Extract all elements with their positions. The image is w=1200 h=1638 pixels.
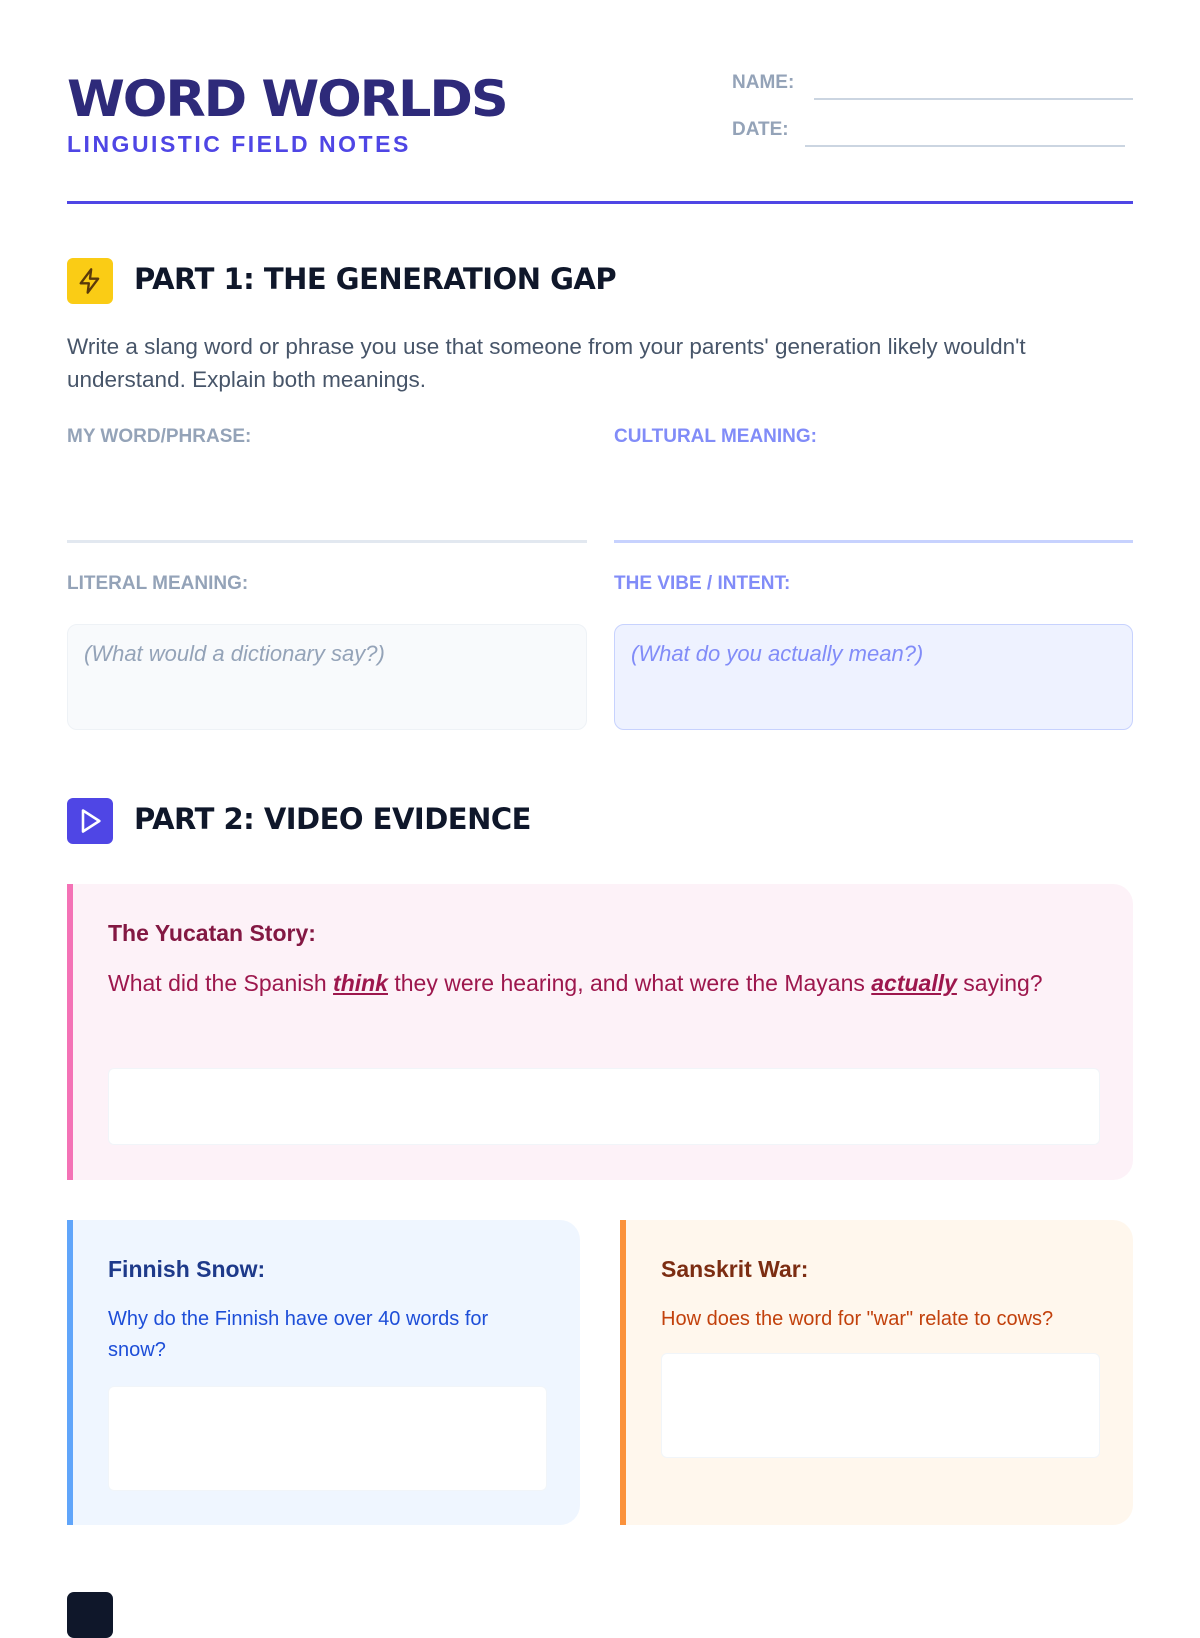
lightning-icon — [67, 258, 113, 304]
emphasis-think: think — [333, 970, 388, 996]
question-text: saying? — [956, 970, 1043, 996]
sanskrit-card: Sanskrit War: How does the word for "war… — [620, 1220, 1133, 1525]
part1-heading: PART 1: THE GENERATION GAP — [134, 262, 617, 296]
yucatan-question: What did the Spanish think they were hea… — [108, 964, 1048, 1003]
finnish-title: Finnish Snow: — [108, 1256, 266, 1282]
sanskrit-answer-input[interactable] — [661, 1353, 1100, 1458]
name-field[interactable] — [814, 98, 1133, 100]
vibe-placeholder: (What do you actually mean?) — [631, 641, 924, 666]
finnish-question: Why do the Finnish have over 40 words fo… — [108, 1308, 489, 1361]
cultural-input[interactable] — [614, 540, 1133, 543]
page-title: WORD WORLDS — [67, 70, 509, 128]
page-subtitle: LINGUISTIC FIELD NOTES — [67, 131, 411, 157]
vibe-input[interactable]: (What do you actually mean?) — [614, 624, 1133, 730]
emphasis-actually: actually — [871, 970, 957, 996]
cultural-label: CULTURAL MEANING: — [614, 426, 817, 447]
part2-heading: PART 2: VIDEO EVIDENCE — [134, 802, 531, 836]
word-input[interactable] — [67, 540, 587, 543]
question-text: What did the Spanish — [108, 970, 334, 996]
name-label: NAME: — [732, 72, 795, 93]
finnish-card: Finnish Snow: Why do the Finnish have ov… — [67, 1220, 580, 1525]
sanskrit-title: Sanskrit War: — [661, 1256, 809, 1282]
word-label: MY WORD/PHRASE: — [67, 426, 252, 447]
header-divider — [67, 201, 1133, 204]
vibe-label: THE VIBE / INTENT: — [614, 573, 791, 594]
yucatan-card: The Yucatan Story: What did the Spanish … — [67, 884, 1133, 1180]
literal-placeholder: (What would a dictionary say?) — [84, 641, 385, 666]
play-icon — [67, 798, 113, 844]
date-label: DATE: — [732, 119, 789, 140]
question-text: they were hearing, and what were the May… — [387, 970, 872, 996]
yucatan-answer-input[interactable] — [108, 1068, 1100, 1145]
part1-instructions: Write a slang word or phrase you use tha… — [67, 334, 1026, 392]
part3-icon — [67, 1592, 113, 1638]
finnish-answer-input[interactable] — [108, 1386, 547, 1491]
sanskrit-question: How does the word for "war" relate to co… — [661, 1308, 1054, 1330]
yucatan-title: The Yucatan Story: — [108, 920, 316, 946]
literal-input[interactable]: (What would a dictionary say?) — [67, 624, 587, 730]
date-field[interactable] — [805, 145, 1125, 147]
literal-label: LITERAL MEANING: — [67, 573, 249, 594]
